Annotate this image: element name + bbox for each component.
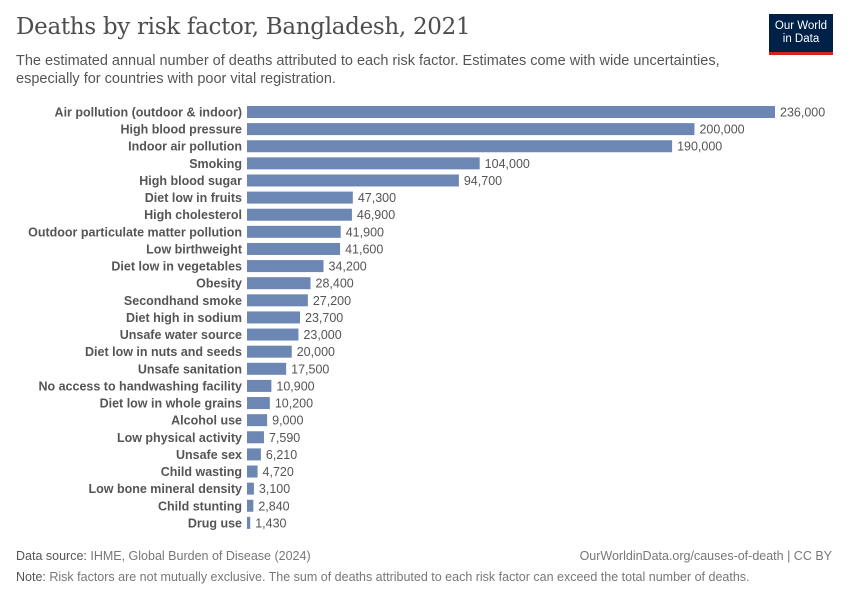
category-label: Diet high in sodium <box>126 311 242 325</box>
category-label: High cholesterol <box>144 208 242 222</box>
value-label: 20,000 <box>297 345 335 359</box>
value-label: 17,500 <box>291 362 329 376</box>
value-label: 200,000 <box>699 123 744 137</box>
value-label: 190,000 <box>677 140 722 154</box>
bar[interactable] <box>247 191 353 204</box>
value-label: 9,000 <box>272 414 303 428</box>
category-label: Unsafe sex <box>176 448 242 462</box>
category-label: Diet low in nuts and seeds <box>85 345 242 359</box>
category-label: Low physical activity <box>117 431 242 445</box>
category-label: Diet low in fruits <box>145 191 242 205</box>
category-label: Secondhand smoke <box>124 294 242 308</box>
category-label: Low bone mineral density <box>89 482 243 496</box>
bar[interactable] <box>247 277 311 290</box>
value-label: 23,000 <box>303 328 341 342</box>
logo-line1: Our World <box>774 20 828 32</box>
category-label: Obesity <box>196 277 242 291</box>
bar[interactable] <box>247 448 261 461</box>
bar[interactable] <box>247 431 264 444</box>
value-label: 1,430 <box>255 516 286 530</box>
bar[interactable] <box>247 208 352 221</box>
value-label: 104,000 <box>485 157 530 171</box>
category-label: Unsafe water source <box>120 328 242 342</box>
bar-chart: Air pollution (outdoor & indoor) 236,000 H… <box>28 106 825 531</box>
value-label: 46,900 <box>357 208 395 222</box>
category-label: Smoking <box>189 157 242 171</box>
bar[interactable] <box>247 414 268 427</box>
bar[interactable] <box>247 123 695 136</box>
value-label: 6,210 <box>266 448 297 462</box>
chart-subtitle: The estimated annual number of deaths at… <box>16 53 720 87</box>
bar[interactable] <box>247 499 254 512</box>
bar[interactable] <box>247 140 673 153</box>
bar[interactable] <box>247 482 254 495</box>
value-label: 47,300 <box>358 191 396 205</box>
bar[interactable] <box>247 242 341 255</box>
value-label: 27,200 <box>313 294 351 308</box>
category-label: Drug use <box>188 516 242 530</box>
value-label: 23,700 <box>305 311 343 325</box>
category-label: Child wasting <box>161 465 242 479</box>
category-label: Outdoor particulate matter pollution <box>28 225 242 239</box>
source-url[interactable]: OurWorldinData.org/causes-of-death | CC … <box>579 549 832 563</box>
value-label: 3,100 <box>259 482 290 496</box>
note-label: Note: <box>16 570 46 584</box>
chart-title: Deaths by risk factor, Bangladesh, 2021 <box>16 14 471 40</box>
category-label: No access to handwashing facility <box>38 379 242 393</box>
value-label: 10,200 <box>275 397 313 411</box>
category-label: Unsafe sanitation <box>138 362 242 376</box>
value-label: 41,600 <box>345 242 383 256</box>
source-label: Data source: <box>16 549 87 563</box>
bar[interactable] <box>247 362 287 375</box>
bar[interactable] <box>247 516 251 529</box>
category-label: Diet low in vegetables <box>111 260 242 274</box>
bar[interactable] <box>247 328 299 341</box>
value-label: 4,720 <box>263 465 294 479</box>
category-label: Diet low in whole grains <box>100 397 242 411</box>
value-label: 236,000 <box>780 106 825 120</box>
category-label: Air pollution (outdoor & indoor) <box>55 106 242 120</box>
note: Note: Risk factors are not mutually excl… <box>16 570 750 584</box>
source-text[interactable]: IHME, Global Burden of Disease (2024) <box>90 549 311 563</box>
category-label: Child stunting <box>158 499 242 513</box>
value-label: 2,840 <box>258 499 289 513</box>
category-label: Alcohol use <box>171 414 242 428</box>
bar[interactable] <box>247 311 301 324</box>
category-label: High blood sugar <box>139 174 242 188</box>
logo-line2: in Data <box>782 33 820 45</box>
bar[interactable] <box>247 174 459 187</box>
value-label: 10,900 <box>276 379 314 393</box>
category-label: Indoor air pollution <box>128 140 242 154</box>
bar[interactable] <box>247 379 272 392</box>
value-label: 94,700 <box>464 174 502 188</box>
value-label: 34,200 <box>329 260 367 274</box>
category-label: Low birthweight <box>146 242 243 256</box>
bar[interactable] <box>247 157 480 170</box>
bar[interactable] <box>247 465 258 478</box>
category-label: High blood pressure <box>120 123 242 137</box>
bar[interactable] <box>247 260 324 273</box>
bar[interactable] <box>247 397 270 410</box>
bar[interactable] <box>247 225 341 238</box>
bar[interactable] <box>247 106 775 118</box>
note-text: Risk factors are not mutually exclusive.… <box>49 570 750 584</box>
owid-logo[interactable]: Our World in Data <box>769 14 833 55</box>
value-label: 41,900 <box>346 225 384 239</box>
value-label: 7,590 <box>269 431 300 445</box>
bar[interactable] <box>247 294 308 307</box>
bar[interactable] <box>247 345 292 358</box>
value-label: 28,400 <box>316 277 354 291</box>
data-source: Data source: IHME, Global Burden of Dise… <box>16 549 311 563</box>
